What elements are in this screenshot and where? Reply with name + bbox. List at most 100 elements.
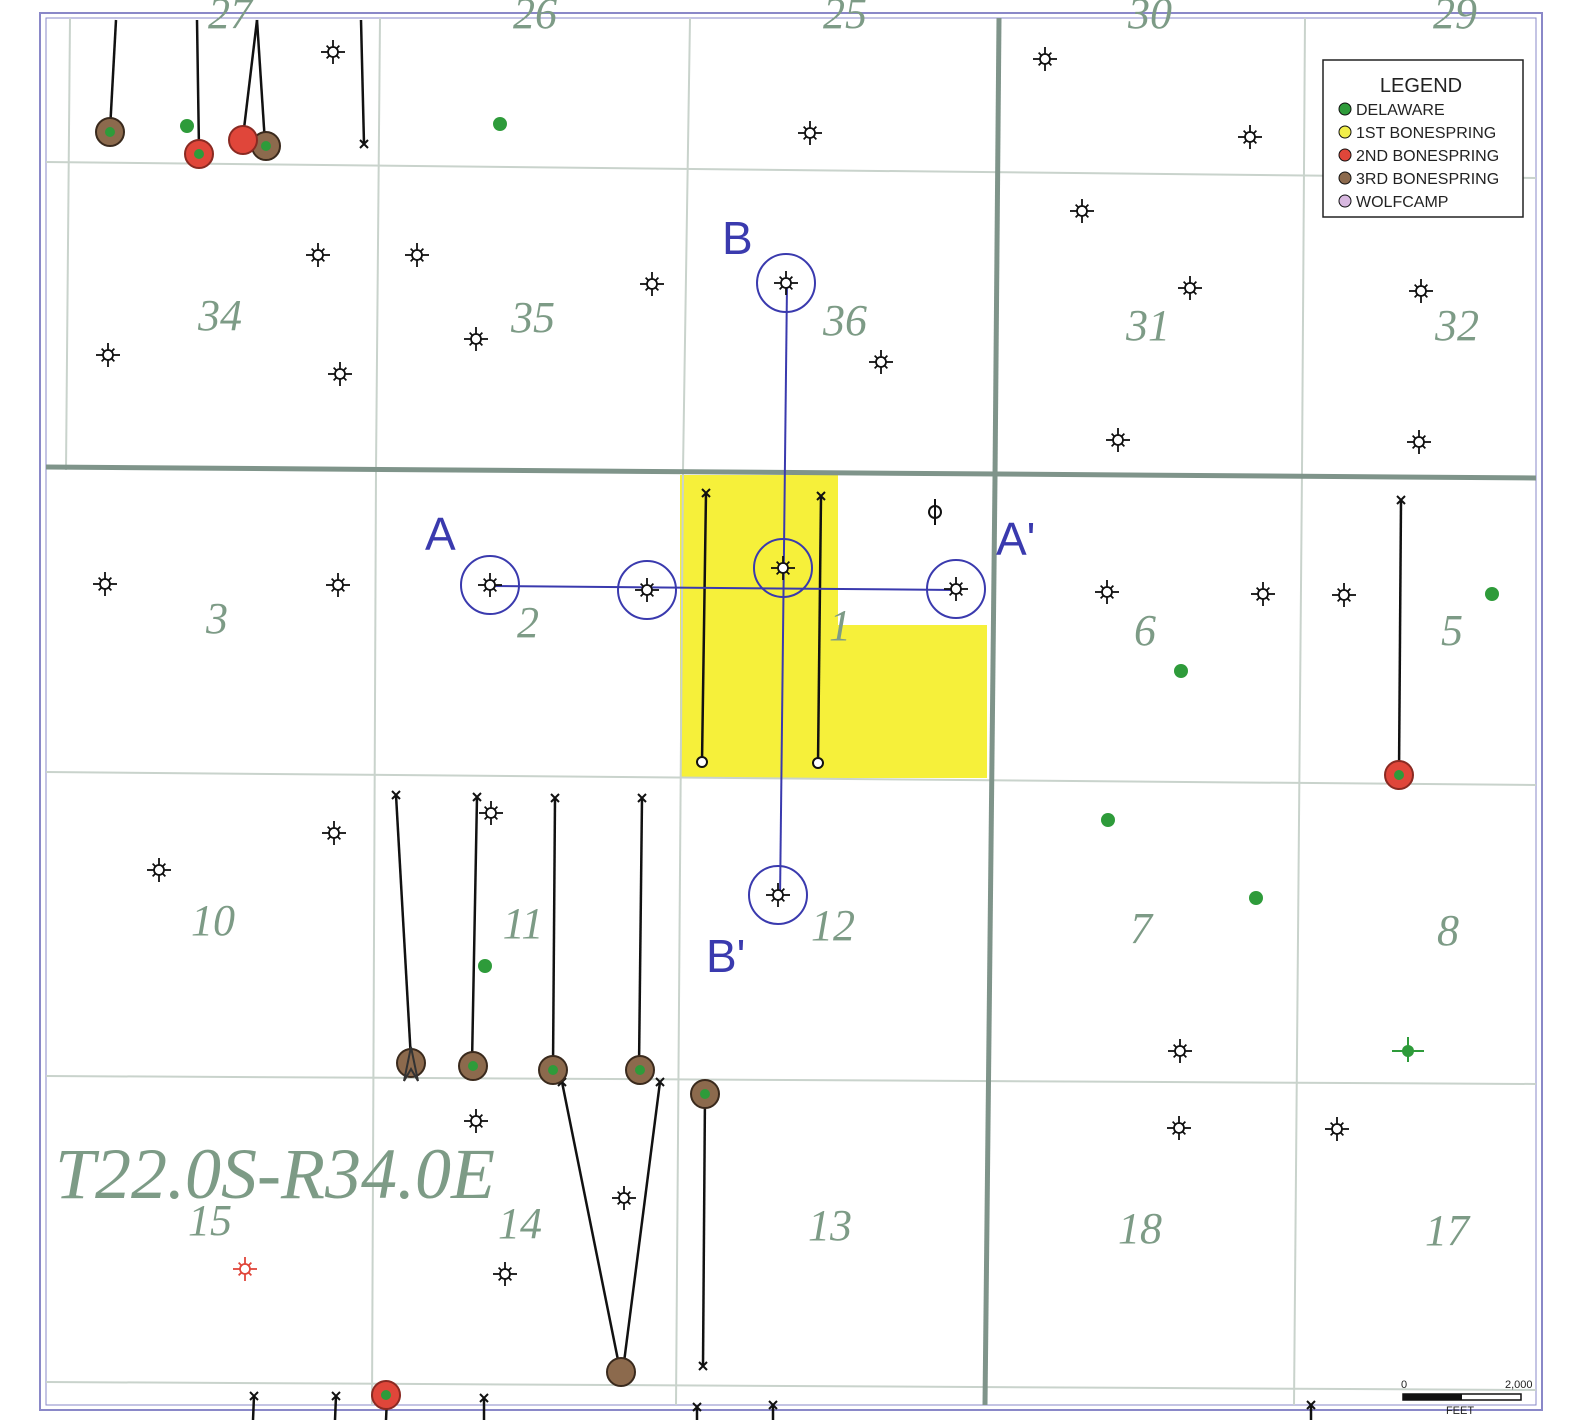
dry-hole-well-icon xyxy=(618,1192,630,1204)
dry-hole-well-icon xyxy=(1415,285,1427,297)
x-marker-icon xyxy=(1306,1400,1316,1410)
surface-location-icon xyxy=(812,757,824,769)
section-number: 34 xyxy=(197,291,242,340)
dry-hole-well-icon xyxy=(153,864,165,876)
township-label: T22.0S-R34.0E xyxy=(55,1134,495,1214)
section-line xyxy=(45,161,1537,179)
dry-hole-well-icon xyxy=(944,577,968,601)
section-number: 13 xyxy=(808,1201,852,1250)
dry-hole-well-icon xyxy=(1095,580,1119,604)
map-inner-border xyxy=(45,17,1537,1406)
dry-hole-well-icon xyxy=(1257,588,1269,600)
township-line-vertical xyxy=(982,477,998,1406)
dry-hole-well-icon xyxy=(635,578,659,602)
section-number: 31 xyxy=(1125,301,1170,350)
legend-wolfcamp-icon xyxy=(1338,194,1352,208)
dry-hole-well-icon xyxy=(1101,586,1113,598)
map-outer-border xyxy=(39,12,1543,1411)
section-number: 6 xyxy=(1134,606,1156,655)
dry-hole-well-icon xyxy=(321,40,345,64)
dry-hole-well-icon xyxy=(1039,53,1051,65)
x-marker-icon xyxy=(637,793,647,803)
dry-hole-well-icon xyxy=(646,278,658,290)
section-number: 15 xyxy=(188,1196,232,1245)
delaware-well-icon xyxy=(700,1089,710,1099)
township-line-vertical xyxy=(992,17,1002,479)
section-line xyxy=(65,17,71,471)
dry-hole-well-icon xyxy=(1331,1123,1343,1135)
cross-section-label-b: B xyxy=(722,212,753,264)
well-symbols xyxy=(93,40,1433,1286)
scale-bar-fill xyxy=(1403,1394,1462,1400)
dry-hole-well-icon xyxy=(777,562,789,574)
delaware-well-icon xyxy=(261,141,271,151)
dry-hole-well-icon xyxy=(771,556,795,580)
delaware-well-icon xyxy=(1101,813,1115,827)
dry-hole-well-icon xyxy=(804,127,816,139)
dry-hole-well-icon xyxy=(470,1115,482,1127)
dry-hole-well-icon xyxy=(772,889,784,901)
lateral-line xyxy=(394,794,413,1061)
delaware-well-icon xyxy=(1394,770,1404,780)
section-number: 1 xyxy=(829,601,851,650)
dry-hole-well-icon xyxy=(1178,276,1202,300)
legend-item-label: 2ND BONESPRING xyxy=(1356,148,1499,165)
cross-section-well-circle xyxy=(926,559,986,619)
dry-hole-well-icon xyxy=(306,243,330,267)
delaware-well-icon xyxy=(468,1061,478,1071)
section-grid xyxy=(45,17,1537,1406)
section-labels: 27 26 25 30 29 34 35 36 31 32 3 2 1 6 5 … xyxy=(188,0,1479,1255)
delaware-well-icon xyxy=(180,119,194,133)
legend-third-bonespring-icon xyxy=(1338,171,1352,185)
dry-hole-well-icon xyxy=(1407,430,1431,454)
section-line xyxy=(675,469,684,1406)
cross-section-label-b-prime: B' xyxy=(706,930,745,982)
cross-section-label-a-prime: A' xyxy=(996,513,1035,565)
lateral-line xyxy=(701,1091,707,1367)
section-number: 18 xyxy=(1118,1204,1162,1253)
red-dry-hole-well-icon xyxy=(239,1263,251,1275)
lateral-line xyxy=(637,797,644,1068)
legend-item-label: DELAWARE xyxy=(1356,102,1445,119)
delaware-well-icon xyxy=(493,117,507,131)
township-line-horizontal xyxy=(45,464,1537,481)
delaware-well-icon xyxy=(635,1065,645,1075)
lateral-line xyxy=(816,495,823,764)
dry-hole-well-icon xyxy=(464,1109,488,1133)
x-marker-icon xyxy=(768,1400,778,1410)
dry-hole-well-icon xyxy=(405,243,429,267)
cross-section-well-circle xyxy=(756,253,816,313)
dry-hole-well-icon xyxy=(1244,131,1256,143)
x-marker-icon xyxy=(655,1077,665,1087)
section-line xyxy=(1293,469,1303,1406)
dry-hole-well-icon xyxy=(1076,205,1088,217)
section-number: 27 xyxy=(208,0,254,38)
cross-section-line-a xyxy=(492,585,956,591)
section-number: 10 xyxy=(191,896,235,945)
dry-hole-well-icon xyxy=(479,801,503,825)
third-bonespring-well-icon xyxy=(396,1048,426,1078)
dry-hole-well-icon xyxy=(1332,583,1356,607)
dry-hole-well-icon xyxy=(1174,1045,1186,1057)
legend-delaware-icon xyxy=(1338,102,1352,116)
township-lines xyxy=(45,17,1537,1406)
lateral-line xyxy=(1397,499,1403,776)
red-dry-hole-well-icon xyxy=(233,1257,257,1281)
legend-first-bonespring-icon xyxy=(1338,125,1352,139)
cross-section-well-circle xyxy=(748,865,808,925)
dry-hole-well-icon xyxy=(99,578,111,590)
dry-hole-well-icon xyxy=(93,572,117,596)
dry-hole-well-icon xyxy=(1325,1117,1349,1141)
dry-hole-well-icon xyxy=(334,368,346,380)
lateral-line xyxy=(255,19,267,144)
scale-start-label: 0 xyxy=(1401,1379,1407,1391)
legend-item-label: 3RD BONESPRING xyxy=(1356,171,1499,188)
plugged-well-icon xyxy=(403,1046,419,1082)
legend-box xyxy=(1322,59,1524,218)
section-line xyxy=(375,17,381,471)
delaware-well-icon xyxy=(548,1065,558,1075)
section-line xyxy=(371,469,377,1406)
dry-hole-well-icon xyxy=(326,573,350,597)
lateral-line xyxy=(551,797,557,1068)
dry-hole-well-icon xyxy=(1413,436,1425,448)
